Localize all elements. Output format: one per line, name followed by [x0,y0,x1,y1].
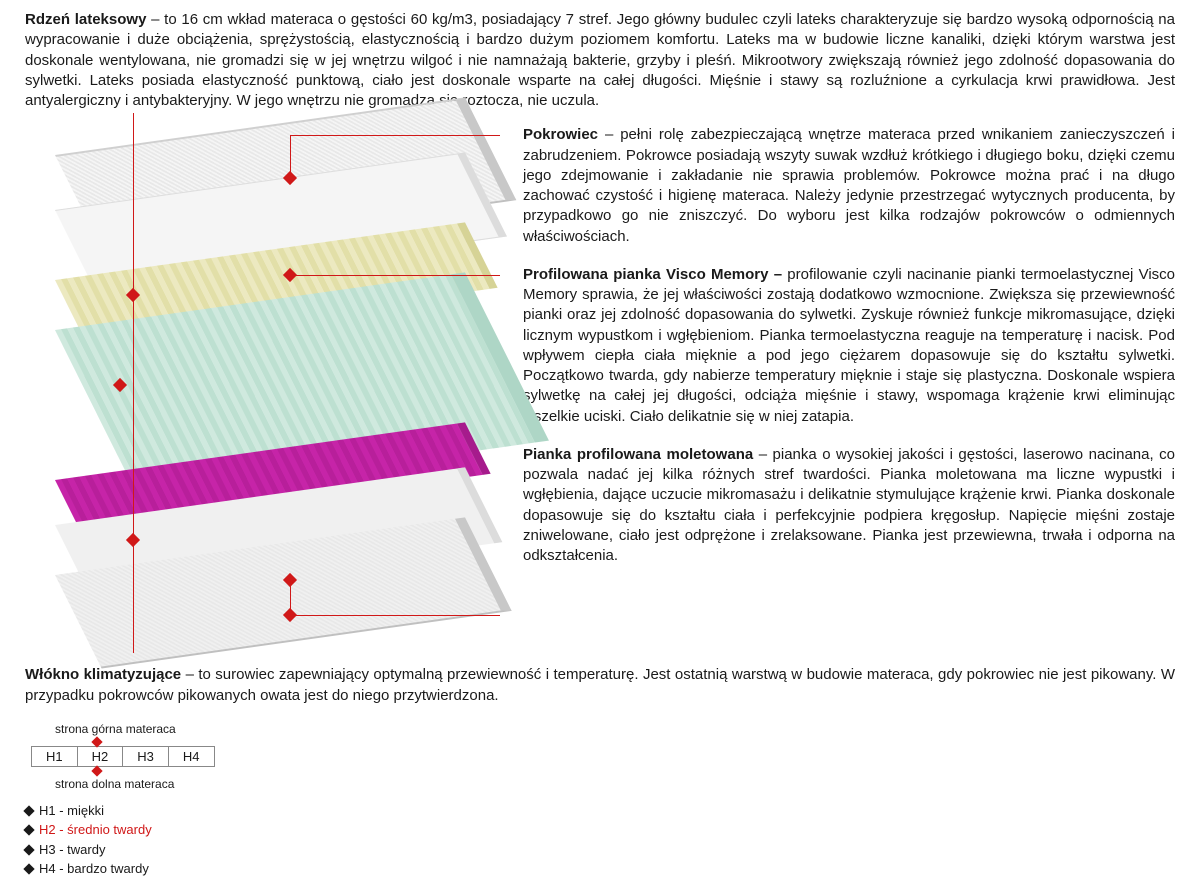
legend-label-h3: H3 - twardy [39,840,105,860]
pokrowiec-title: Pokrowiec [523,126,598,143]
top-body: – to 16 cm wkład materaca o gęstości 60 … [25,11,1175,109]
diamond-icon [23,824,34,835]
bottom-title: Włókno klimatyzujące [25,666,181,683]
diamond-icon [23,805,34,816]
firmness-cell-h2: H2 [77,746,123,766]
firmness-row: H1 H2 H3 H4 [32,746,215,766]
callout-hline-molet [290,615,500,616]
mattress-diagram [25,125,485,655]
firmness-bot-marker-row [25,767,1175,775]
legend-label-h1: H1 - miękki [39,801,104,821]
firmness-caption-top: strona górna materaca [55,722,1175,736]
firmness-section: strona górna materaca H1 H2 H3 H4 strona… [25,722,1175,879]
legend-row-h2: H2 - średnio twardy [25,820,1175,840]
right-text-column: Pokrowiec – pełni rolę zabezpieczającą w… [523,125,1175,655]
moletowana-body: – pianka o wysokiej jakości i gęstości, … [523,446,1175,564]
visco-title: Profilowana pianka Visco Memory – [523,266,782,283]
pokrowiec-body: – pełni rolę zabezpieczającą wnętrze mat… [523,126,1175,244]
firmness-cell-h3: H3 [123,746,169,766]
firmness-caption-bot: strona dolna materaca [55,777,1175,791]
firmness-cell-h1: H1 [32,746,78,766]
firmness-marker-bot [91,765,102,776]
moletowana-block: Pianka profilowana moletowana – pianka o… [523,445,1175,567]
bottom-body: – to surowiec zapewniający optymalną prz… [25,666,1175,703]
bottom-paragraph: Włókno klimatyzujące – to surowiec zapew… [25,665,1175,706]
callout-hline-cover [290,135,500,136]
moletowana-title: Pianka profilowana moletowana [523,446,753,463]
legend-row-h1: H1 - miękki [25,801,1175,821]
top-section: Rdzeń lateksowy – to 16 cm wkład materac… [25,10,1175,111]
diamond-icon [23,863,34,874]
callout-hline-visco [290,275,500,276]
top-title: Rdzeń lateksowy [25,11,146,28]
pokrowiec-block: Pokrowiec – pełni rolę zabezpieczającą w… [523,125,1175,247]
callout-vline-main [133,113,134,653]
firmness-top-marker-row [25,738,1175,746]
visco-block: Profilowana pianka Visco Memory – profil… [523,265,1175,427]
firmness-legend: H1 - miękki H2 - średnio twardy H3 - twa… [25,801,1175,879]
firmness-marker-top [91,736,102,747]
legend-label-h4: H4 - bardzo twardy [39,859,149,879]
diagram-column [25,125,505,655]
bottom-section: Włókno klimatyzujące – to surowiec zapew… [25,665,1175,879]
legend-label-h2: H2 - średnio twardy [39,820,152,840]
firmness-cell-h4: H4 [168,746,214,766]
legend-row-h3: H3 - twardy [25,840,1175,860]
middle-row: Pokrowiec – pełni rolę zabezpieczającą w… [25,125,1175,655]
legend-row-h4: H4 - bardzo twardy [25,859,1175,879]
firmness-table: H1 H2 H3 H4 [31,746,215,767]
diamond-icon [23,844,34,855]
visco-body: profilowanie czyli nacinanie pianki term… [523,266,1175,425]
top-paragraph: Rdzeń lateksowy – to 16 cm wkład materac… [25,10,1175,111]
